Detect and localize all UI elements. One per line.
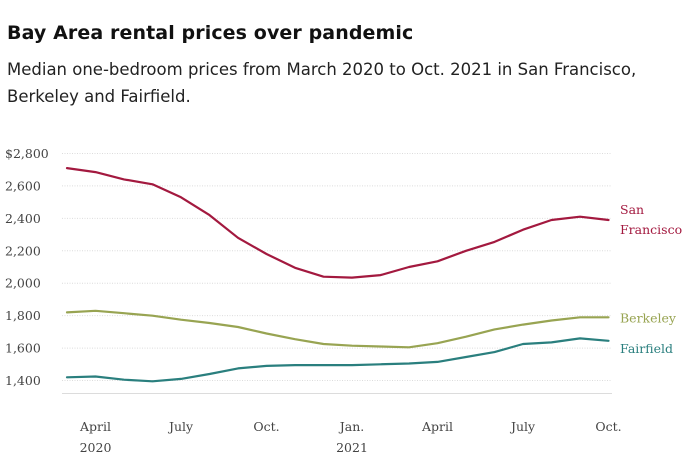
series-labels: San Francisco Berkeley Fairfield — [620, 202, 682, 356]
x-tick-label: Oct. — [595, 419, 621, 434]
series-line-san-francisco — [65, 167, 610, 279]
y-tick-label: 1,400 — [5, 373, 41, 388]
x-axis-tick-labels: April 2020 July Oct. Jan. 2021 April July Oct. — [79, 419, 622, 455]
x-tick-year-label: 2021 — [336, 440, 368, 455]
x-tick-label: July — [167, 419, 194, 434]
series-line-berkeley — [65, 309, 610, 349]
x-tick-label: April — [421, 419, 453, 434]
chart-subtitle: Median one-bedroom prices from March 202… — [7, 60, 637, 106]
series-lines — [65, 167, 610, 383]
series-label-san-francisco: San — [620, 202, 644, 217]
y-tick-label: 2,600 — [5, 178, 41, 193]
series-label-berkeley: Berkeley — [620, 310, 677, 325]
y-tick-label: 2,400 — [5, 211, 41, 226]
y-tick-label: 1,800 — [5, 308, 41, 323]
y-tick-label: 1,600 — [5, 341, 41, 356]
y-tick-label: $2,800 — [5, 146, 49, 161]
x-tick-label: Oct. — [253, 419, 279, 434]
x-tick-year-label: 2020 — [80, 440, 112, 455]
y-tick-label: 2,200 — [5, 243, 41, 258]
x-tick-label: Jan. — [338, 419, 365, 434]
y-axis-tick-labels: 1,400 1,600 1,800 2,000 2,200 2,400 2,600 $2,80… — [5, 146, 49, 388]
series-line-fairfield — [65, 337, 610, 383]
series-label-fairfield: Fairfield — [620, 341, 673, 356]
x-tick-label: July — [509, 419, 536, 434]
grid-lines — [62, 153, 612, 394]
x-tick-label: April — [79, 419, 111, 434]
y-tick-label: 2,000 — [5, 276, 41, 291]
series-label-san-francisco: Francisco — [620, 222, 682, 237]
chart-title: Bay Area rental prices over pandemic — [7, 22, 414, 44]
